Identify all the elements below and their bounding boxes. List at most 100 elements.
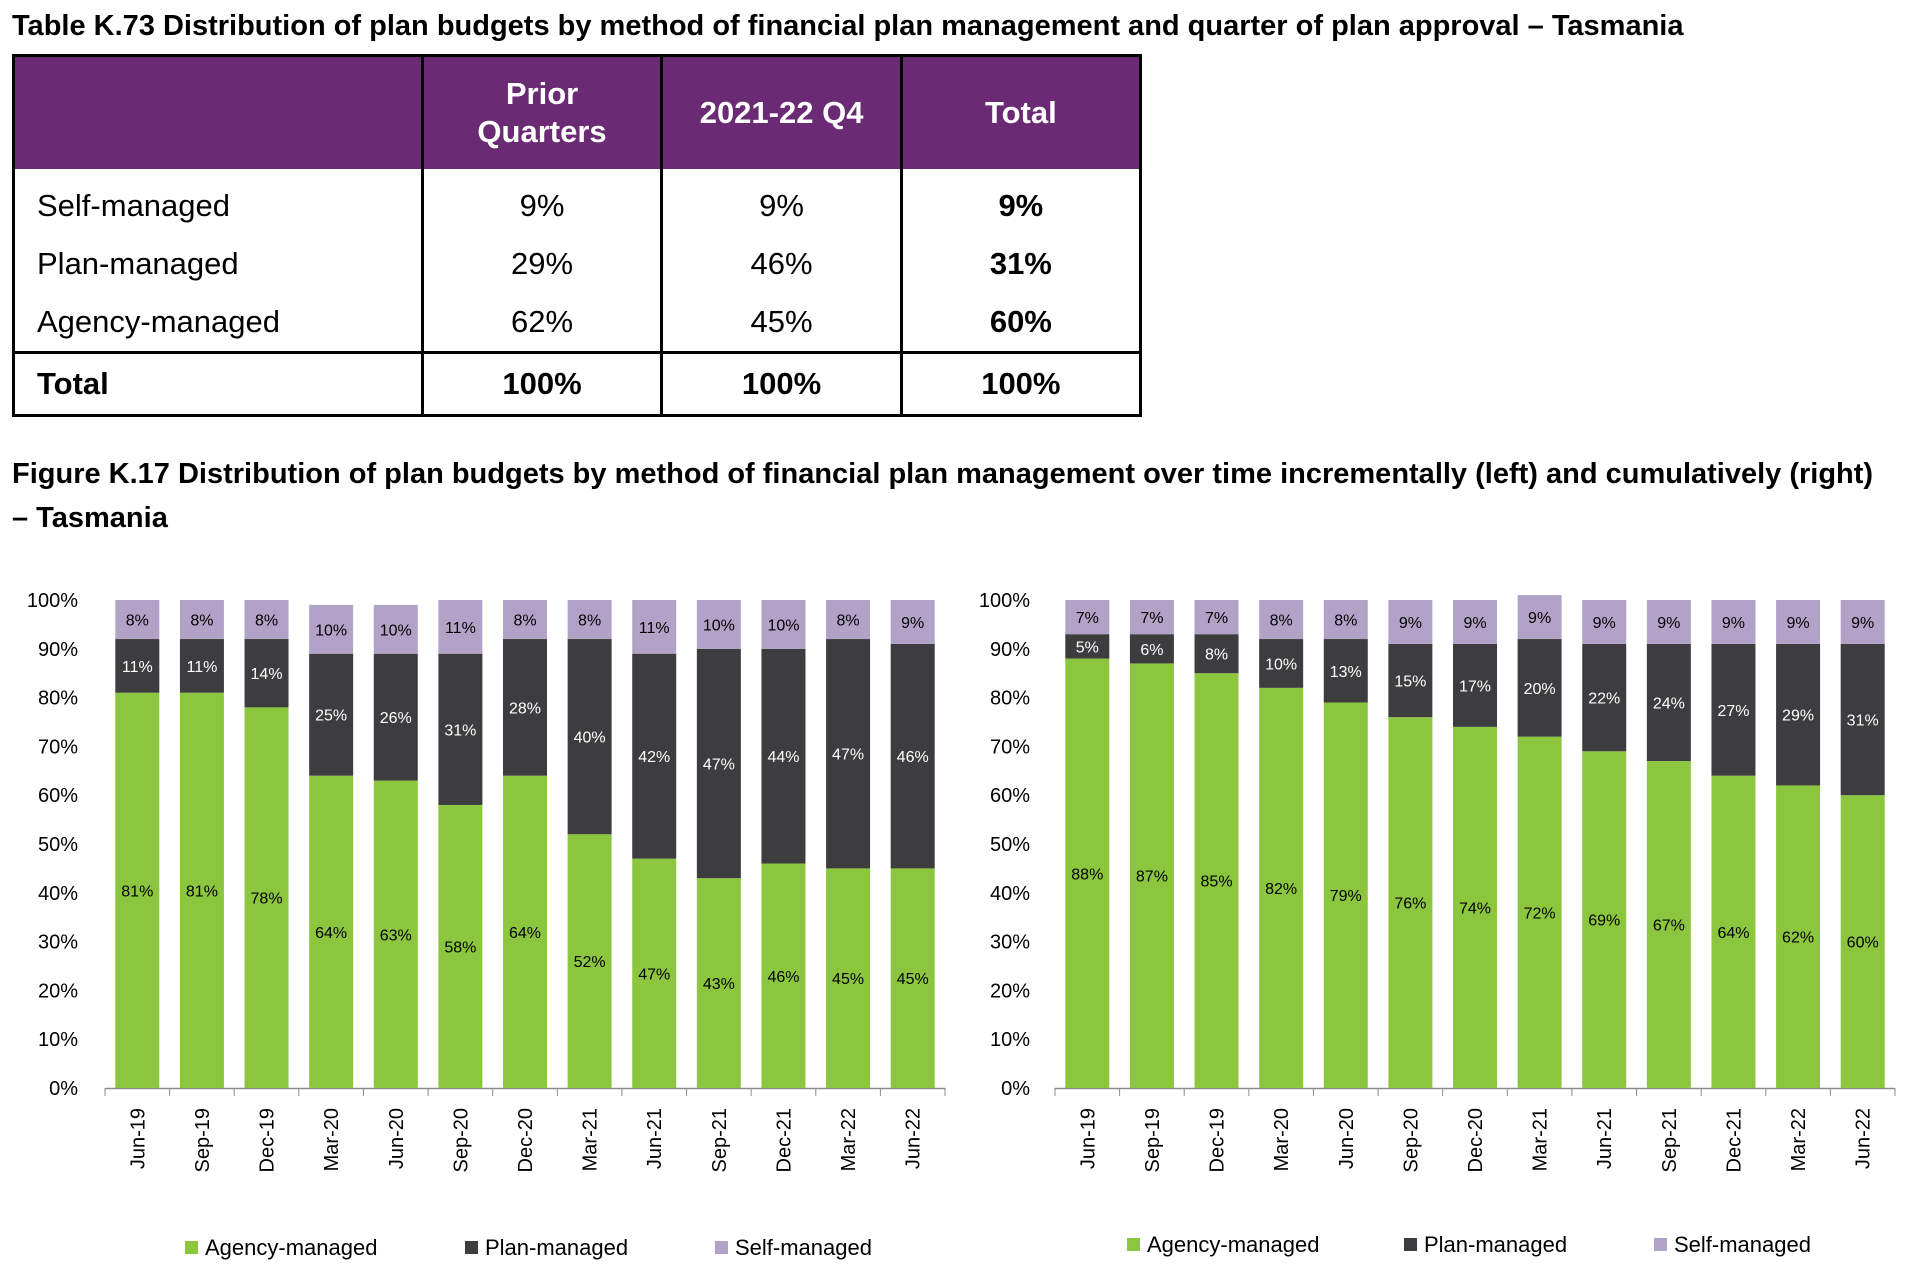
x-tick-label: Mar-20 xyxy=(1271,1108,1293,1171)
y-tick-label: 70% xyxy=(990,736,1030,758)
data-label: 64% xyxy=(1717,925,1749,942)
legend-swatch xyxy=(465,1241,478,1254)
data-label: 7% xyxy=(1205,610,1228,627)
table-total-row: Total 100% 100% 100% xyxy=(13,351,1141,416)
bar-segment xyxy=(1453,726,1497,1088)
bar-segment xyxy=(1776,785,1821,1088)
data-label: 10% xyxy=(767,617,799,634)
data-label: 52% xyxy=(574,954,606,971)
data-label: 10% xyxy=(380,622,412,639)
legend-label: Agency-managed xyxy=(1147,1232,1319,1257)
bar-segment xyxy=(1453,643,1497,727)
x-tick-label: Dec-21 xyxy=(1723,1108,1745,1172)
bar-segment xyxy=(115,600,160,640)
bar-segment xyxy=(373,604,418,654)
data-label: 45% xyxy=(832,971,864,988)
y-tick-label: 50% xyxy=(990,834,1030,856)
data-label: 9% xyxy=(1787,615,1810,632)
bar-segment xyxy=(567,639,612,835)
data-label: 46% xyxy=(897,749,929,766)
cell-total: 100% xyxy=(899,351,1141,416)
data-label: 63% xyxy=(380,927,412,944)
x-tick-label: Mar-22 xyxy=(838,1108,860,1171)
bar-segment xyxy=(1840,643,1885,796)
bar-segment xyxy=(696,600,741,649)
bar-segment xyxy=(244,707,289,1088)
cumulative-chart: 0% 10% 20% 30% 40% 50% 60% 70% 80% 90% 100% 88% 5% 7%… xyxy=(979,590,1896,1257)
cell-q4: 100% xyxy=(660,351,902,416)
y-tick-label: 100% xyxy=(979,590,1030,612)
bar-segment xyxy=(761,863,806,1088)
bar-segment xyxy=(1129,634,1174,664)
data-label: 8% xyxy=(578,613,601,630)
data-label: 9% xyxy=(1593,615,1616,632)
x-tick-label: Jun-19 xyxy=(127,1108,149,1169)
data-label: 6% xyxy=(1140,642,1163,659)
cell-prior: 62% xyxy=(420,293,662,353)
x-tick-label: Dec-20 xyxy=(1465,1108,1487,1172)
data-label: 47% xyxy=(832,747,864,764)
bar-segment xyxy=(1129,663,1174,1088)
row-label: Total xyxy=(13,351,423,416)
bar-segment xyxy=(373,653,418,781)
x-tick-label: Mar-20 xyxy=(321,1108,343,1171)
y-tick-label: 0% xyxy=(49,1078,78,1100)
data-label: 13% xyxy=(1330,664,1362,681)
data-label: 31% xyxy=(1847,713,1879,730)
bar-segment xyxy=(1388,643,1433,718)
bar-segment xyxy=(1323,702,1368,1088)
data-label: 9% xyxy=(1722,615,1745,632)
data-label: 8% xyxy=(1334,613,1357,630)
table-row: Self-managed 9% 9% 9% xyxy=(14,169,1141,235)
figure-title: Figure K.17 Distribution of plan budgets… xyxy=(12,458,1874,534)
data-label: 9% xyxy=(1657,615,1680,632)
data-label: 74% xyxy=(1459,900,1491,917)
bar-segment xyxy=(1711,775,1756,1088)
data-label: 11% xyxy=(445,620,476,637)
data-label: 11% xyxy=(187,659,218,676)
data-label: 45% xyxy=(897,971,929,988)
bar-segment xyxy=(826,600,871,640)
data-label: 88% xyxy=(1071,866,1103,883)
data-label: 8% xyxy=(126,613,149,630)
bar-segment xyxy=(244,600,289,640)
bar-segment xyxy=(1323,600,1368,640)
data-label: 78% xyxy=(251,891,283,908)
x-tick-label: Dec-21 xyxy=(773,1108,795,1172)
bar-segment xyxy=(1517,639,1562,737)
cell-total: 60% xyxy=(899,293,1141,353)
data-label: 8% xyxy=(1270,613,1293,630)
bar-segment xyxy=(1453,600,1497,644)
bar-segment xyxy=(309,604,354,654)
y-tick-label: 30% xyxy=(38,932,78,954)
x-tick-label: Sep-19 xyxy=(1142,1108,1164,1173)
y-tick-label: 20% xyxy=(990,980,1030,1002)
x-tick-label: Jun-20 xyxy=(1336,1108,1358,1169)
bar-segment xyxy=(696,648,741,879)
y-tick-label: 0% xyxy=(1001,1078,1030,1100)
data-label: 25% xyxy=(315,708,347,725)
x-tick-label: Jun-22 xyxy=(903,1108,925,1169)
legend-label: Plan-managed xyxy=(485,1235,628,1260)
data-label: 8% xyxy=(837,613,860,630)
data-label: 64% xyxy=(509,925,541,942)
bar-segment xyxy=(179,639,224,693)
legend-swatch xyxy=(185,1241,198,1254)
x-tick-label: Sep-19 xyxy=(192,1108,214,1173)
y-tick-label: 80% xyxy=(38,688,78,710)
row-label: Agency-managed xyxy=(37,304,280,339)
data-label: 81% xyxy=(121,883,153,900)
legend-label: Plan-managed xyxy=(1424,1232,1567,1257)
cell-total: 9% xyxy=(899,169,1141,235)
x-tick-label: Sep-20 xyxy=(450,1108,472,1173)
data-label: 15% xyxy=(1394,674,1426,691)
legend-swatch xyxy=(1654,1238,1667,1251)
y-tick-label: 40% xyxy=(38,883,78,905)
cell-prior: 29% xyxy=(420,235,662,293)
bar-segment xyxy=(1388,600,1433,644)
data-label: 40% xyxy=(574,730,606,747)
x-tick-label: Sep-20 xyxy=(1400,1108,1422,1173)
data-label: 11% xyxy=(122,659,153,676)
data-label: 10% xyxy=(703,617,735,634)
bar-segment xyxy=(1776,600,1821,644)
